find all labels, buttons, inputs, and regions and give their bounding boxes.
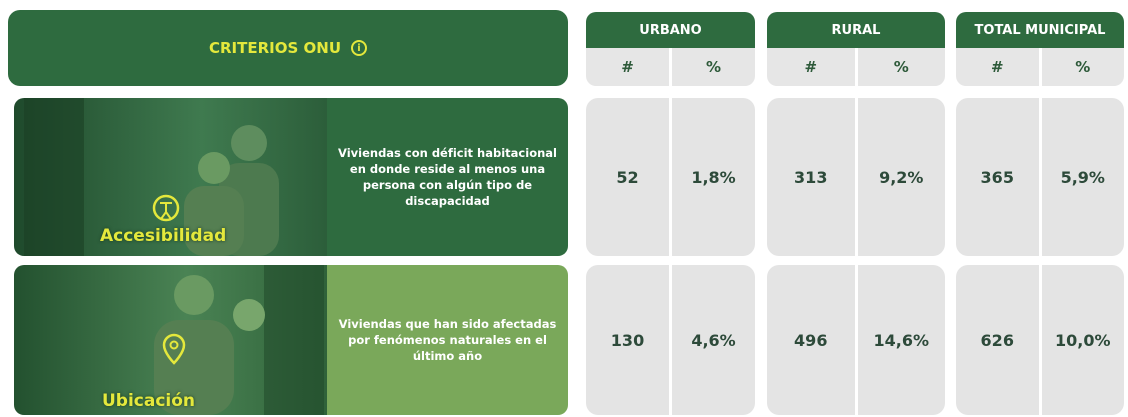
value-cell: 10,0% — [1042, 265, 1125, 415]
value-cell: 4,6% — [672, 265, 755, 415]
value-cell: 130 — [586, 265, 669, 415]
criteria-header: CRITERIOS ONU i — [8, 10, 568, 86]
group-header: URBANO — [586, 12, 755, 48]
value-cell: 14,6% — [858, 265, 946, 415]
row-label: Ubicación — [102, 391, 195, 411]
column-header: # — [956, 48, 1039, 86]
group-header: TOTAL MUNICIPAL — [956, 12, 1124, 48]
page: CRITERIOS ONU i Accesibilidad Viviendas … — [0, 0, 1128, 417]
value-cell: 313 — [767, 98, 855, 256]
photo-accesibilidad: Accesibilidad — [14, 98, 327, 256]
column-header: % — [672, 48, 755, 86]
value-cell: 1,8% — [672, 98, 755, 256]
row-label: Accesibilidad — [100, 226, 226, 246]
row-description: Viviendas que han sido afectadas por fen… — [327, 265, 568, 415]
column-header: # — [767, 48, 855, 86]
photo-ubicacion: Ubicación — [14, 265, 327, 415]
info-icon[interactable]: i — [351, 40, 367, 56]
group-header: RURAL — [767, 12, 945, 48]
value-cell: 52 — [586, 98, 669, 256]
value-cell: 9,2% — [858, 98, 946, 256]
row-description: Viviendas con déficit habitacional en do… — [327, 98, 568, 256]
value-cell: 365 — [956, 98, 1039, 256]
column-header: % — [1042, 48, 1125, 86]
column-header: # — [586, 48, 669, 86]
value-cell: 496 — [767, 265, 855, 415]
header-title: CRITERIOS ONU — [209, 39, 341, 57]
column-header: % — [858, 48, 946, 86]
value-cell: 626 — [956, 265, 1039, 415]
value-cell: 5,9% — [1042, 98, 1125, 256]
